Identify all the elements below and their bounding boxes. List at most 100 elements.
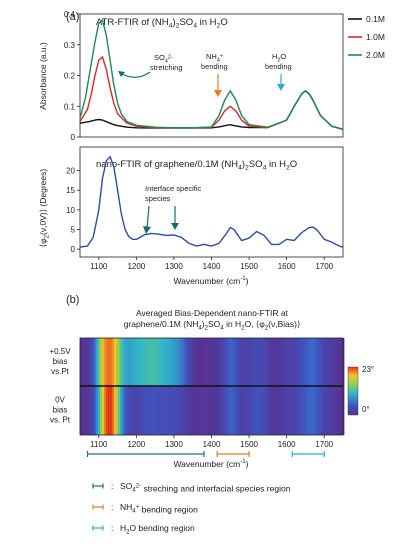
- nano-series: [79, 155, 344, 248]
- heatmap-cell: [142, 338, 145, 386]
- heatmap-cell: [202, 386, 205, 435]
- heatmap-cell: [166, 386, 169, 435]
- heatmap-cell: [98, 386, 101, 435]
- heatmap-cell: [184, 386, 187, 435]
- row-label: vs.Pt: [51, 367, 70, 376]
- heatmap-cell: [214, 338, 217, 386]
- x-tick-label: 1300: [165, 440, 183, 449]
- so4-stretching-annotation-line2: stretching: [150, 63, 183, 72]
- heatmap-cell: [160, 338, 163, 386]
- heatmap-cell: [276, 386, 279, 435]
- heatmap-cell: [168, 386, 171, 435]
- heatmap-cell: [98, 338, 101, 386]
- heatmap-cell: [260, 338, 263, 386]
- interface-arrow-1-head: [143, 226, 151, 234]
- heatmap-cell: [316, 338, 319, 386]
- heatmap-cell: [276, 338, 279, 386]
- heatmap-cell: [240, 338, 243, 386]
- heatmap-cell: [262, 338, 265, 386]
- x-tick-label: 1400: [203, 262, 221, 271]
- heatmap-cell: [330, 386, 333, 435]
- heatmap-cell: [80, 338, 83, 386]
- heatmap-title: Averaged Bias-Dependent nano-FTIR at: [136, 308, 289, 318]
- heatmap-cell: [254, 386, 257, 435]
- heatmap-cell: [224, 386, 227, 435]
- heatmap-cell: [140, 338, 143, 386]
- row-label: +0.5V: [49, 347, 71, 356]
- heatmap-cell: [88, 338, 91, 386]
- heatmap-cell: [122, 386, 125, 435]
- heatmap-cell: [220, 386, 223, 435]
- heatmap-cell: [106, 338, 109, 386]
- interface-arrow-1: [146, 205, 150, 229]
- heatmap-cell: [302, 338, 305, 386]
- heatmap-cell: [300, 338, 303, 386]
- heatmap-cell: [230, 338, 233, 386]
- heatmap-cell: [242, 338, 245, 386]
- atr-annotations: SO42- stretching NH4+ bending H2O bendin…: [118, 52, 292, 97]
- heatmap-cell: [284, 386, 287, 435]
- heatmap-cell: [112, 338, 115, 386]
- heatmap-cell: [320, 338, 323, 386]
- heatmap-cell: [312, 338, 315, 386]
- heatmap-cell: [94, 338, 97, 386]
- heatmap-cell: [174, 386, 177, 435]
- heatmap-cell: [198, 386, 201, 435]
- heatmap-cell: [112, 386, 115, 435]
- heatmap-cell: [162, 386, 165, 435]
- heatmap-cell: [238, 338, 241, 386]
- x-tick-label: 1400: [203, 440, 221, 449]
- heatmap-cell: [286, 338, 289, 386]
- heatmap-cell: [318, 386, 321, 435]
- heatmap-cell: [292, 386, 295, 435]
- heatmap-cell: [114, 338, 117, 386]
- heatmap-cell: [340, 386, 343, 435]
- heatmap-cell: [148, 338, 151, 386]
- series-line-2_0M: [79, 18, 344, 130]
- colorbar-max-label: 23°: [362, 365, 374, 374]
- heatmap-cell: [246, 338, 249, 386]
- nh4-bending-annotation: NH4+: [206, 52, 223, 64]
- heatmap-cell: [194, 338, 197, 386]
- heatmap-x-ticks: 1100 1200 1300 1400 1500 1600 1700: [90, 435, 334, 449]
- heatmap-cell: [150, 338, 153, 386]
- legend-item-label: SO42- streching and interfacial species …: [120, 481, 291, 494]
- atr-legend: 0.1M 1.0M 2.0M: [348, 14, 385, 60]
- heatmap-cell: [92, 386, 95, 435]
- heatmap-cell: [172, 386, 175, 435]
- heatmap-cell: [294, 338, 297, 386]
- heatmap-cell: [234, 338, 237, 386]
- heatmap-cell: [266, 338, 269, 386]
- region-brackets: [86, 451, 325, 457]
- x-tick-label: 1700: [315, 440, 333, 449]
- heatmap-cell: [280, 338, 283, 386]
- heatmap-cell: [108, 338, 111, 386]
- heatmap-cell: [130, 386, 133, 435]
- heatmap-cell: [118, 338, 121, 386]
- heatmap-cell: [264, 338, 267, 386]
- heatmap-cell: [102, 386, 105, 435]
- panel-a-label: (a): [66, 11, 79, 23]
- heatmap-cell: [304, 338, 307, 386]
- heatmap-x-axis-label: Wavenumber (cm-1): [173, 458, 248, 469]
- heatmap-cell: [240, 386, 243, 435]
- heatmap-cell: [184, 338, 187, 386]
- heatmap-cell: [234, 386, 237, 435]
- heatmap-cell: [152, 338, 155, 386]
- heatmap-cell: [334, 338, 337, 386]
- y-tick-label: 20: [66, 167, 75, 176]
- heatmap-cell: [86, 386, 89, 435]
- heatmap-cell: [80, 386, 83, 435]
- heatmap-cell: [256, 386, 259, 435]
- heatmap-cell: [152, 386, 155, 435]
- heatmap-cell: [254, 338, 257, 386]
- heatmap-cell: [192, 386, 195, 435]
- legend-label: 2.0M: [366, 50, 385, 60]
- heatmap-cell: [128, 338, 131, 386]
- h2o-bending-annotation: H2O: [272, 52, 286, 64]
- y-tick-label: 15: [66, 186, 75, 195]
- heatmap-cell: [318, 338, 321, 386]
- x-tick-label: 1300: [165, 262, 183, 271]
- heatmap-cell: [100, 338, 103, 386]
